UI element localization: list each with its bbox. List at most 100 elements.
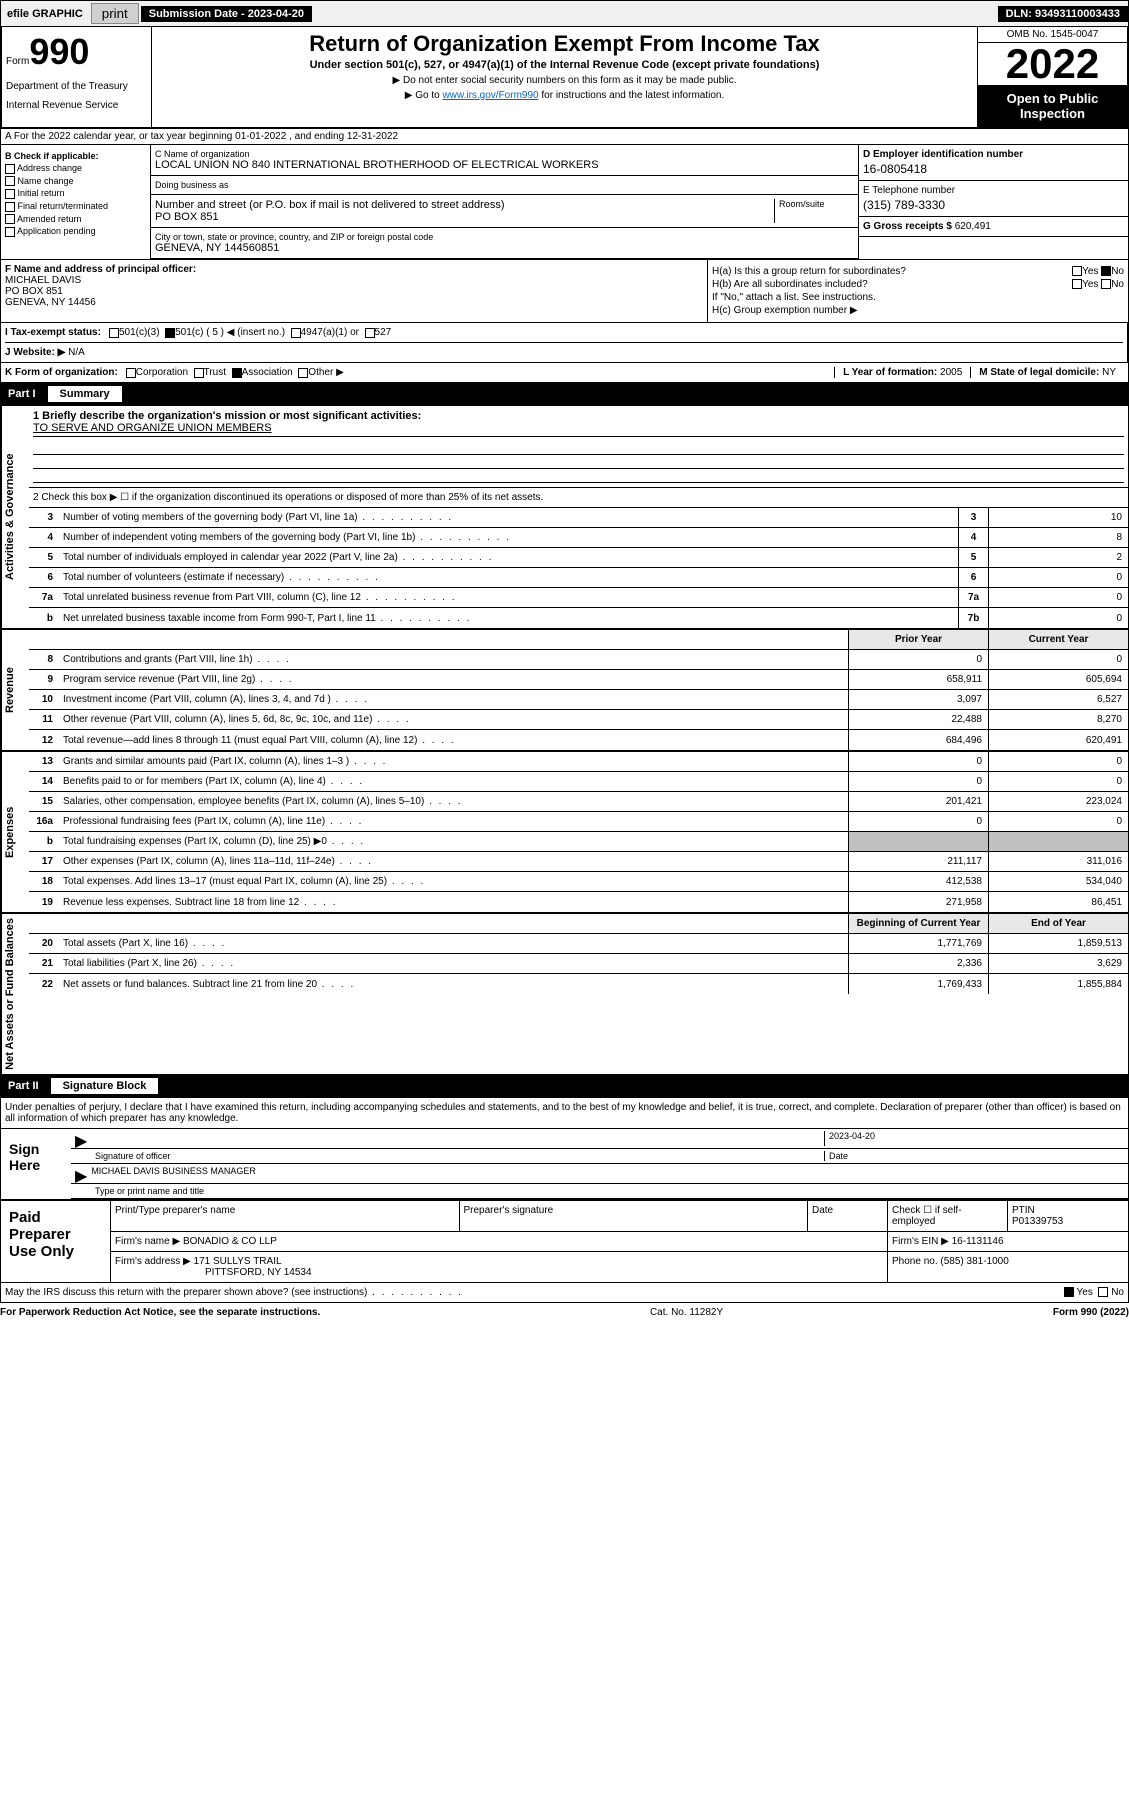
officer-name: MICHAEL DAVIS bbox=[5, 275, 703, 286]
data-row: 13Grants and similar amounts paid (Part … bbox=[29, 752, 1128, 772]
ssn-note: ▶ Do not enter social security numbers o… bbox=[156, 75, 973, 86]
top-bar: efile GRAPHIC print Submission Date - 20… bbox=[0, 0, 1129, 27]
data-row: 17Other expenses (Part IX, column (A), l… bbox=[29, 852, 1128, 872]
gov-row: 7aTotal unrelated business revenue from … bbox=[29, 588, 1128, 608]
ein-value: 16-0805418 bbox=[863, 162, 1124, 176]
cat-no: Cat. No. 11282Y bbox=[650, 1307, 723, 1318]
form-number: 990 bbox=[29, 31, 89, 72]
revenue-section: Revenue Prior YearCurrent Year 8Contribu… bbox=[0, 629, 1129, 751]
form-org-row: K Form of organization: Corporation Trus… bbox=[0, 363, 1129, 383]
chk-corp[interactable] bbox=[126, 368, 136, 378]
col-d-identifiers: D Employer identification number 16-0805… bbox=[858, 145, 1128, 259]
org-name: LOCAL UNION NO 840 INTERNATIONAL BROTHER… bbox=[155, 159, 854, 171]
data-row: 10Investment income (Part VIII, column (… bbox=[29, 690, 1128, 710]
gov-row: 3Number of voting members of the governi… bbox=[29, 508, 1128, 528]
phone-value: (315) 789-3330 bbox=[863, 198, 1124, 212]
chk-application[interactable] bbox=[5, 227, 15, 237]
data-row: 22Net assets or fund balances. Subtract … bbox=[29, 974, 1128, 994]
submission-date: Submission Date - 2023-04-20 bbox=[141, 6, 312, 22]
expenses-section: Expenses 13Grants and similar amounts pa… bbox=[0, 751, 1129, 913]
dln-label: DLN: 93493110003433 bbox=[998, 6, 1128, 22]
data-row: 9Program service revenue (Part VIII, lin… bbox=[29, 670, 1128, 690]
data-row: 18Total expenses. Add lines 13–17 (must … bbox=[29, 872, 1128, 892]
open-public-badge: Open to Public Inspection bbox=[978, 85, 1127, 127]
data-row: 16aProfessional fundraising fees (Part I… bbox=[29, 812, 1128, 832]
chk-4947[interactable] bbox=[291, 328, 301, 338]
chk-discuss-no[interactable] bbox=[1098, 1287, 1108, 1297]
org-address: PO BOX 851 bbox=[155, 211, 774, 223]
chk-amended[interactable] bbox=[5, 214, 15, 224]
tax-year: 2022 bbox=[978, 43, 1127, 85]
chk-hb-yes[interactable] bbox=[1072, 279, 1082, 289]
data-row: 15Salaries, other compensation, employee… bbox=[29, 792, 1128, 812]
col-b-checkboxes: B Check if applicable: Address change Na… bbox=[1, 145, 151, 259]
firm-name: BONADIO & CO LLP bbox=[183, 1236, 277, 1247]
netassets-label: Net Assets or Fund Balances bbox=[1, 914, 29, 1074]
governance-section: Activities & Governance 1 Briefly descri… bbox=[0, 405, 1129, 629]
chk-527[interactable] bbox=[365, 328, 375, 338]
discuss-row: May the IRS discuss this return with the… bbox=[0, 1283, 1129, 1303]
year-formation: 2005 bbox=[940, 367, 962, 378]
form-header: Form990 Department of the Treasury Inter… bbox=[0, 27, 1129, 129]
revenue-label: Revenue bbox=[1, 630, 29, 750]
chk-ha-yes[interactable] bbox=[1072, 266, 1082, 276]
col-c-org-info: C Name of organization LOCAL UNION NO 84… bbox=[151, 145, 858, 259]
data-row: 21Total liabilities (Part X, line 26)2,3… bbox=[29, 954, 1128, 974]
netassets-section: Net Assets or Fund Balances Beginning of… bbox=[0, 913, 1129, 1075]
data-row: 19Revenue less expenses. Subtract line 1… bbox=[29, 892, 1128, 912]
firm-addr2: PITTSFORD, NY 14534 bbox=[115, 1267, 312, 1278]
chk-final-return[interactable] bbox=[5, 202, 15, 212]
chk-ha-no[interactable] bbox=[1101, 266, 1111, 276]
sign-here-label: Sign Here bbox=[1, 1129, 71, 1199]
website-value: N/A bbox=[68, 347, 85, 358]
chk-initial-return[interactable] bbox=[5, 189, 15, 199]
mission-text: TO SERVE AND ORGANIZE UNION MEMBERS bbox=[33, 422, 1124, 437]
form-footer: Form 990 (2022) bbox=[1053, 1307, 1129, 1318]
chk-hb-no[interactable] bbox=[1101, 279, 1111, 289]
firm-addr1: 171 SULLYS TRAIL bbox=[194, 1256, 282, 1267]
print-button[interactable]: print bbox=[91, 3, 139, 24]
form-label: Form bbox=[6, 56, 29, 67]
tax-year-range: A For the 2022 calendar year, or tax yea… bbox=[0, 129, 1129, 145]
chk-501c3[interactable] bbox=[109, 328, 119, 338]
org-city: GENEVA, NY 144560851 bbox=[155, 242, 854, 254]
data-row: 20Total assets (Part X, line 16)1,771,76… bbox=[29, 934, 1128, 954]
data-row: 12Total revenue—add lines 8 through 11 (… bbox=[29, 730, 1128, 750]
tax-status-row: I Tax-exempt status: 501(c)(3) 501(c) ( … bbox=[0, 323, 1129, 363]
paid-preparer-block: Paid Preparer Use Only Print/Type prepar… bbox=[0, 1200, 1129, 1283]
bottom-line: For Paperwork Reduction Act Notice, see … bbox=[0, 1303, 1129, 1322]
paid-preparer-label: Paid Preparer Use Only bbox=[1, 1201, 111, 1282]
part2-header: Part II Signature Block bbox=[0, 1075, 1129, 1097]
sig-declaration: Under penalties of perjury, I declare th… bbox=[1, 1098, 1128, 1129]
gross-receipts: 620,491 bbox=[955, 221, 991, 232]
part1-header: Part I Summary bbox=[0, 383, 1129, 405]
state-domicile: NY bbox=[1102, 367, 1116, 378]
gov-row: 5Total number of individuals employed in… bbox=[29, 548, 1128, 568]
data-row: 11Other revenue (Part VIII, column (A), … bbox=[29, 710, 1128, 730]
form-subtitle: Under section 501(c), 527, or 4947(a)(1)… bbox=[156, 59, 973, 71]
chk-501c[interactable] bbox=[165, 328, 175, 338]
governance-label: Activities & Governance bbox=[1, 406, 29, 628]
chk-trust[interactable] bbox=[194, 368, 204, 378]
chk-address-change[interactable] bbox=[5, 164, 15, 174]
chk-assoc[interactable] bbox=[232, 368, 242, 378]
main-info-block: B Check if applicable: Address change Na… bbox=[0, 145, 1129, 260]
signature-block: Under penalties of perjury, I declare th… bbox=[0, 1097, 1129, 1200]
data-row: 14Benefits paid to or for members (Part … bbox=[29, 772, 1128, 792]
sig-date: 2023-04-20 bbox=[824, 1131, 1124, 1146]
gov-row: 6Total number of volunteers (estimate if… bbox=[29, 568, 1128, 588]
data-row: bTotal fundraising expenses (Part IX, co… bbox=[29, 832, 1128, 852]
instructions-link-line: ▶ Go to www.irs.gov/Form990 for instruct… bbox=[156, 90, 973, 101]
ptin-value: P01339753 bbox=[1012, 1216, 1063, 1227]
dept-treasury: Department of the Treasury bbox=[6, 81, 147, 92]
data-row: 8Contributions and grants (Part VIII, li… bbox=[29, 650, 1128, 670]
efile-label: efile GRAPHIC bbox=[1, 6, 89, 22]
chk-other[interactable] bbox=[298, 368, 308, 378]
form-title: Return of Organization Exempt From Incom… bbox=[156, 31, 973, 57]
irs-link[interactable]: www.irs.gov/Form990 bbox=[442, 90, 538, 101]
gov-row: 4Number of independent voting members of… bbox=[29, 528, 1128, 548]
firm-ein: 16-1131146 bbox=[952, 1236, 1004, 1247]
chk-discuss-yes[interactable] bbox=[1064, 1287, 1074, 1297]
chk-name-change[interactable] bbox=[5, 176, 15, 186]
officer-group-block: F Name and address of principal officer:… bbox=[0, 260, 1129, 323]
